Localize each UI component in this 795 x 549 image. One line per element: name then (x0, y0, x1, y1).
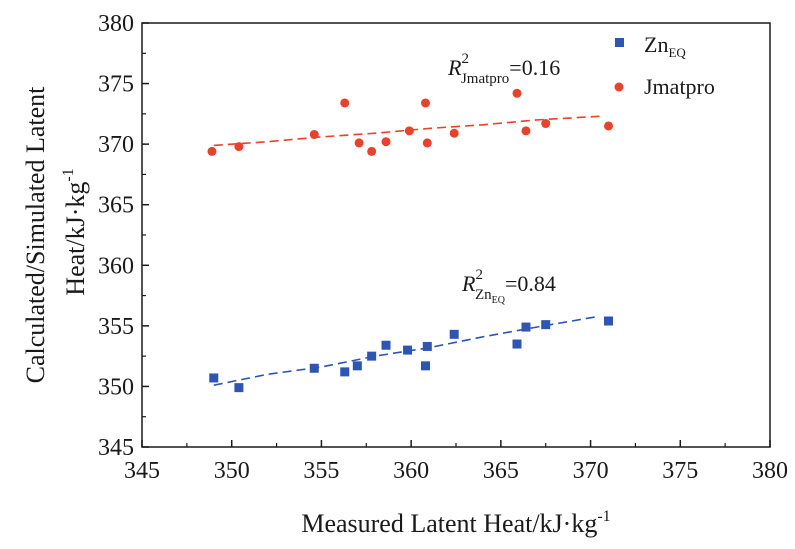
legend: ZnEQ Jmatpro (614, 32, 715, 99)
data-points (207, 88, 614, 393)
x-axis-title: Measured Latent Heat/kJ·kg-1 (301, 508, 610, 538)
fit-line-jmatpro (213, 115, 600, 147)
y-tick-label: 365 (98, 193, 134, 219)
data-point-jmatpro (541, 119, 551, 129)
data-point-jmatpro (521, 126, 531, 136)
data-point-zneq (449, 329, 459, 339)
data-point-jmatpro (420, 98, 430, 108)
y-tick-label: 370 (98, 132, 134, 158)
y-tick-label: 380 (98, 11, 134, 37)
data-point-jmatpro (354, 138, 364, 148)
x-tick-label: 370 (573, 458, 609, 484)
x-tick-label: 380 (752, 458, 788, 484)
data-point-jmatpro (404, 126, 414, 136)
data-point-jmatpro (512, 88, 522, 98)
data-point-zneq (309, 363, 319, 373)
r2-annotation-zneq: R2 ZnEQ=0.84 (461, 267, 556, 306)
y-tick-label: 350 (98, 374, 134, 400)
legend-label-zneq: ZnEQ (644, 32, 686, 60)
data-point-zneq (422, 341, 432, 351)
data-point-zneq (340, 367, 350, 377)
data-point-zneq (367, 351, 377, 361)
data-point-jmatpro (604, 121, 614, 131)
legend-marker-zneq (615, 38, 624, 47)
x-tick-label: 355 (303, 458, 339, 484)
data-point-jmatpro (340, 98, 350, 108)
y-axis-title-line1: Calculated/Simulated Latent (21, 86, 50, 384)
y-axis-title-line2: Heat/kJ·kg-1 (60, 168, 90, 295)
y-tick-label: 375 (98, 72, 134, 98)
x-axis-ticks: 345 350 355 360 365 370 375 380 (124, 440, 788, 484)
x-tick-label: 350 (214, 458, 250, 484)
legend-label-jmatpro: Jmatpro (644, 74, 715, 99)
y-axis-ticks: 345 350 355 360 365 370 375 380 (98, 11, 149, 461)
x-tick-label: 345 (124, 458, 160, 484)
y-tick-label: 345 (98, 435, 134, 461)
data-point-zneq (234, 383, 244, 393)
data-point-zneq (381, 340, 391, 350)
data-point-jmatpro (309, 129, 319, 139)
data-point-zneq (604, 316, 614, 326)
data-point-jmatpro (381, 137, 391, 147)
fit-lines (213, 115, 600, 386)
data-point-jmatpro (449, 128, 459, 138)
data-point-zneq (541, 320, 551, 330)
data-point-zneq (352, 361, 362, 371)
y-tick-label: 360 (98, 253, 134, 279)
data-point-zneq (403, 345, 413, 355)
data-point-zneq (209, 373, 219, 383)
r2-annotation-jmatpro: R2 Jmatpro=0.16 (447, 51, 560, 87)
data-point-zneq (512, 339, 522, 349)
y-tick-label: 355 (98, 314, 134, 340)
data-point-zneq (521, 322, 531, 332)
data-point-jmatpro (234, 142, 244, 152)
data-point-jmatpro (207, 146, 217, 156)
legend-marker-jmatpro (614, 82, 624, 92)
fit-line-zneq (213, 315, 600, 386)
x-tick-label: 365 (483, 458, 519, 484)
x-tick-label: 375 (662, 458, 698, 484)
x-tick-label: 360 (393, 458, 429, 484)
data-point-jmatpro (367, 146, 377, 156)
data-point-jmatpro (422, 138, 432, 148)
data-point-zneq (420, 361, 430, 371)
